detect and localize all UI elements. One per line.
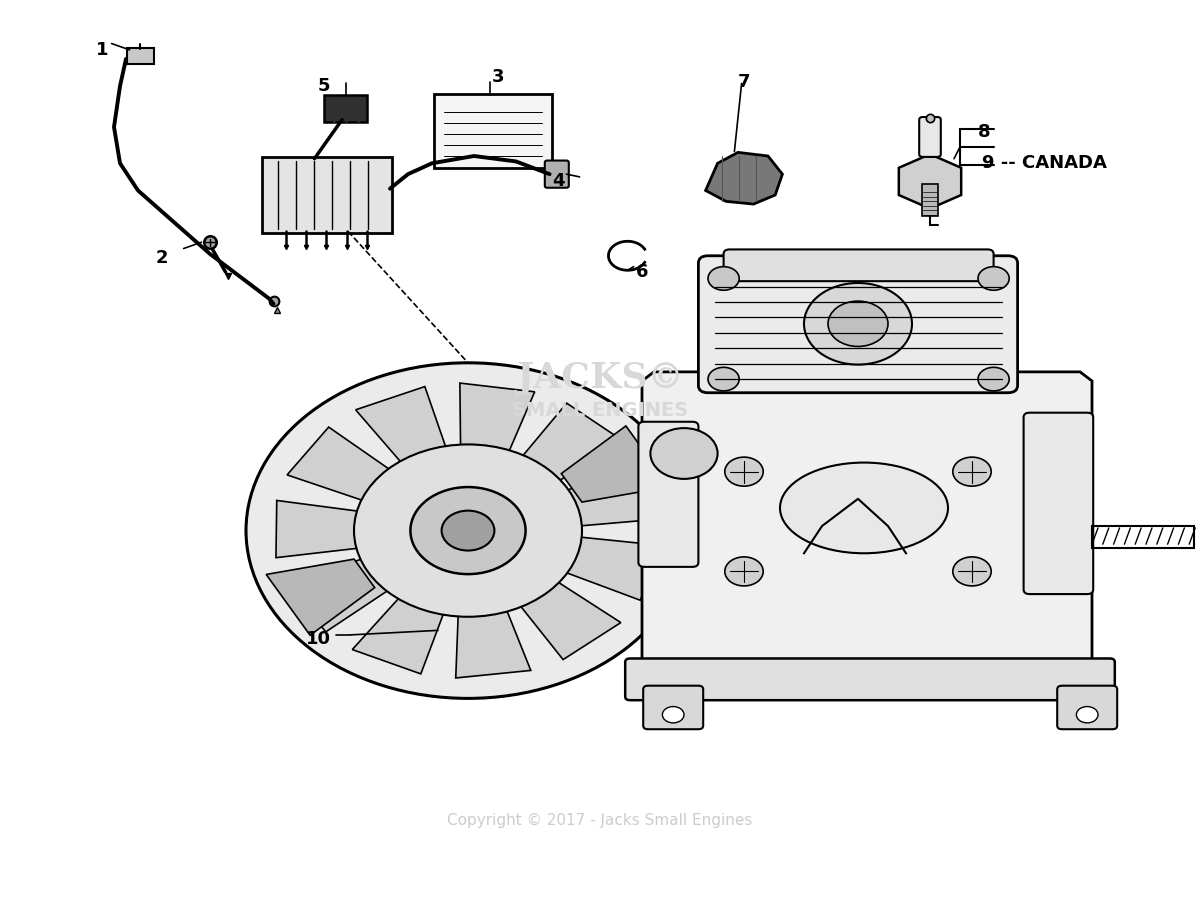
FancyBboxPatch shape: [919, 117, 941, 157]
Circle shape: [1076, 707, 1098, 723]
Polygon shape: [492, 555, 620, 659]
Circle shape: [978, 367, 1009, 391]
Circle shape: [953, 457, 991, 486]
Circle shape: [725, 457, 763, 486]
Text: 1: 1: [96, 41, 108, 59]
Circle shape: [662, 707, 684, 723]
Text: Copyright © 2017 - Jacks Small Engines: Copyright © 2017 - Jacks Small Engines: [448, 814, 752, 828]
Circle shape: [410, 487, 526, 574]
Polygon shape: [460, 383, 535, 491]
Circle shape: [708, 267, 739, 290]
Circle shape: [246, 363, 690, 698]
Text: 3: 3: [492, 68, 504, 86]
FancyBboxPatch shape: [1024, 413, 1093, 594]
Circle shape: [978, 267, 1009, 290]
FancyBboxPatch shape: [434, 94, 552, 168]
Polygon shape: [706, 152, 782, 204]
Polygon shape: [899, 154, 961, 209]
Circle shape: [442, 511, 494, 551]
Circle shape: [725, 557, 763, 586]
Text: JACKS©: JACKS©: [516, 361, 684, 395]
Text: 7: 7: [738, 73, 750, 91]
FancyBboxPatch shape: [643, 686, 703, 729]
Text: 8: 8: [978, 122, 990, 141]
FancyBboxPatch shape: [262, 157, 392, 233]
Polygon shape: [456, 571, 530, 678]
Circle shape: [708, 367, 739, 391]
Text: 4: 4: [552, 172, 564, 190]
Polygon shape: [642, 372, 1092, 676]
FancyBboxPatch shape: [922, 184, 938, 216]
FancyBboxPatch shape: [724, 249, 994, 281]
Polygon shape: [516, 532, 662, 600]
Circle shape: [953, 557, 991, 586]
FancyBboxPatch shape: [1057, 686, 1117, 729]
Polygon shape: [517, 463, 662, 531]
Circle shape: [354, 444, 582, 617]
Polygon shape: [266, 559, 374, 635]
Polygon shape: [276, 501, 413, 558]
Text: 10: 10: [306, 630, 330, 649]
Polygon shape: [353, 563, 458, 674]
Circle shape: [804, 283, 912, 365]
FancyBboxPatch shape: [638, 422, 698, 567]
FancyBboxPatch shape: [545, 161, 569, 188]
FancyBboxPatch shape: [625, 658, 1115, 700]
Text: 2: 2: [156, 249, 168, 268]
Text: 6: 6: [636, 263, 648, 281]
Ellipse shape: [780, 463, 948, 553]
Text: 5: 5: [318, 77, 330, 95]
FancyBboxPatch shape: [127, 48, 154, 64]
Polygon shape: [493, 404, 623, 507]
Circle shape: [828, 301, 888, 346]
Polygon shape: [287, 427, 431, 518]
Polygon shape: [286, 543, 430, 632]
Circle shape: [650, 428, 718, 479]
FancyBboxPatch shape: [324, 95, 367, 122]
Polygon shape: [355, 386, 460, 497]
Text: 9 -- CANADA: 9 -- CANADA: [982, 154, 1106, 172]
Polygon shape: [562, 426, 670, 502]
FancyBboxPatch shape: [698, 256, 1018, 393]
Text: SMALL ENGINES: SMALL ENGINES: [512, 402, 688, 420]
